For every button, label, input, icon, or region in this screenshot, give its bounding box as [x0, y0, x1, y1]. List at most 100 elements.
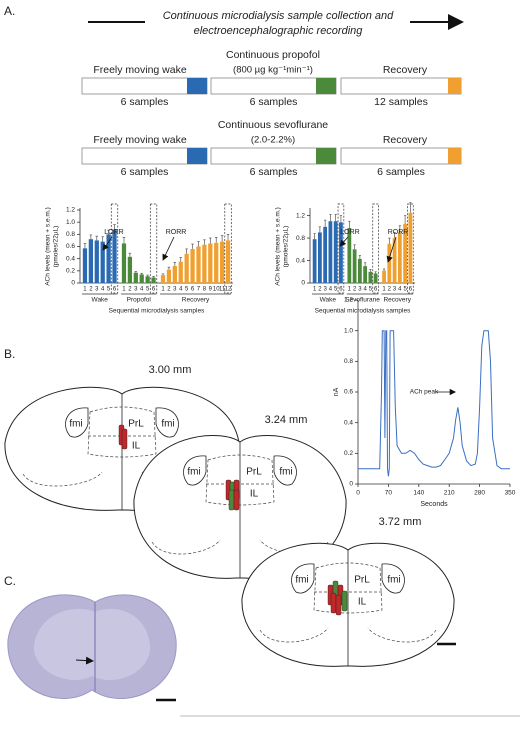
- x-tick-label: 1: [122, 287, 126, 293]
- bar: [387, 243, 392, 283]
- x-tick-label: 2: [318, 287, 322, 293]
- region-label: fmi: [279, 467, 292, 478]
- x-tick-label: 3: [393, 287, 397, 293]
- ventral-tract: [151, 539, 221, 555]
- probe-site: [228, 489, 235, 511]
- x-tick-label: 5: [185, 287, 189, 293]
- x-tick-label: 10: [213, 287, 220, 293]
- drug-label: Continuous propofol: [226, 49, 320, 61]
- y-tick-label: 0.4: [296, 257, 305, 264]
- bar: [225, 240, 231, 283]
- x-tick-label: 4: [140, 287, 144, 293]
- y-tick-label: 0.8: [66, 231, 75, 238]
- x-tick-label: 1: [161, 287, 165, 293]
- region-label: fmi: [387, 575, 400, 586]
- dashed-box: [372, 203, 379, 294]
- probe-site: [335, 594, 342, 616]
- y-tick-label: 0.6: [344, 389, 353, 396]
- group-label: Recovery: [182, 297, 210, 304]
- region-label: IL: [358, 597, 367, 608]
- bar: [190, 248, 195, 283]
- dose-label: (800 µg kg⁻¹min⁻¹): [233, 65, 313, 76]
- x-tick-label: 6: [339, 287, 343, 293]
- region-border: [87, 406, 157, 458]
- y-axis-label: (pmoles/22µL): [53, 226, 60, 268]
- bar: [392, 238, 397, 283]
- bar: [373, 273, 378, 283]
- section-label: 3.72 mm: [379, 516, 422, 528]
- y-tick-label: 0.4: [66, 255, 75, 262]
- x-tick-label: 6: [152, 287, 156, 293]
- phase-box: [340, 147, 462, 165]
- x-tick-label: 5: [146, 287, 150, 293]
- x-tick-label: 6: [374, 287, 378, 293]
- group-label: Sevoflurane: [345, 297, 380, 304]
- x-tick-label: 70: [385, 490, 393, 497]
- bar: [397, 232, 402, 283]
- annotation: RORR: [166, 229, 187, 236]
- fmi-outline: [65, 407, 89, 438]
- bar: [88, 239, 93, 283]
- bar: [202, 244, 207, 283]
- bar: [172, 265, 177, 283]
- probe-site: [233, 489, 240, 511]
- bar: [368, 271, 373, 283]
- bar: [94, 240, 99, 283]
- x-tick-label: 7: [197, 287, 201, 293]
- bar: [145, 276, 150, 283]
- x-tick-label: 1: [313, 287, 317, 293]
- phase-label: Recovery: [383, 134, 428, 146]
- annotation: LORR: [104, 229, 123, 236]
- x-tick-label: 9: [209, 287, 213, 293]
- y-tick-label: 0: [349, 481, 353, 488]
- x-tick-label: 4: [329, 287, 333, 293]
- dashed-box: [224, 203, 232, 294]
- histology-arrow: [75, 656, 94, 665]
- fmi-outline: [381, 563, 405, 594]
- ventral-tract: [259, 627, 329, 643]
- bar: [312, 239, 317, 283]
- samples-label: 6 samples: [377, 166, 425, 178]
- bar: [403, 224, 408, 283]
- region-label: PrL: [354, 575, 370, 586]
- panel-label: A.: [4, 4, 15, 18]
- samples-label: 6 samples: [121, 96, 169, 108]
- bar: [133, 272, 138, 283]
- probe-site: [341, 590, 348, 612]
- fmi-outline: [183, 455, 207, 486]
- bar: [352, 249, 357, 283]
- x-tick-label: 2: [128, 287, 132, 293]
- y-tick-label: 1.0: [66, 219, 75, 226]
- phase-marker: [316, 148, 336, 164]
- y-axis-label: ACh levels (mean + s.e.m.): [45, 207, 52, 286]
- x-tick-label: 1: [382, 287, 386, 293]
- probe-site: [121, 428, 128, 450]
- x-tick-label: 1: [83, 287, 87, 293]
- region-label: fmi: [187, 467, 200, 478]
- x-tick-label: 5: [403, 287, 407, 293]
- timeline-title: electroencephalographic recording: [194, 25, 364, 37]
- ventral-tract: [22, 471, 103, 487]
- phase-label: Freely moving wake: [93, 134, 187, 146]
- region-label: IL: [250, 489, 259, 500]
- y-tick-label: 0.4: [344, 419, 353, 426]
- group-label: Wake: [92, 297, 109, 304]
- annotation: ACh peak: [410, 389, 439, 396]
- bar: [317, 232, 322, 283]
- x-axis-label: Sequential microdialysis samples: [109, 308, 205, 315]
- x-tick-label: 2: [89, 287, 93, 293]
- bar: [408, 212, 413, 283]
- section-label: 3.00 mm: [149, 364, 192, 376]
- x-tick-label: 5: [369, 287, 373, 293]
- y-tick-label: 0: [301, 280, 305, 287]
- x-tick-label: 0: [356, 490, 360, 497]
- x-tick-label: 2: [388, 287, 392, 293]
- bar: [121, 243, 127, 283]
- y-tick-label: 0: [71, 280, 75, 287]
- panel-label: B.: [4, 347, 15, 361]
- x-tick-label: 8: [203, 287, 207, 293]
- y-tick-label: 0.2: [344, 450, 353, 457]
- samples-label: 6 samples: [250, 96, 298, 108]
- region-label: IL: [132, 441, 141, 452]
